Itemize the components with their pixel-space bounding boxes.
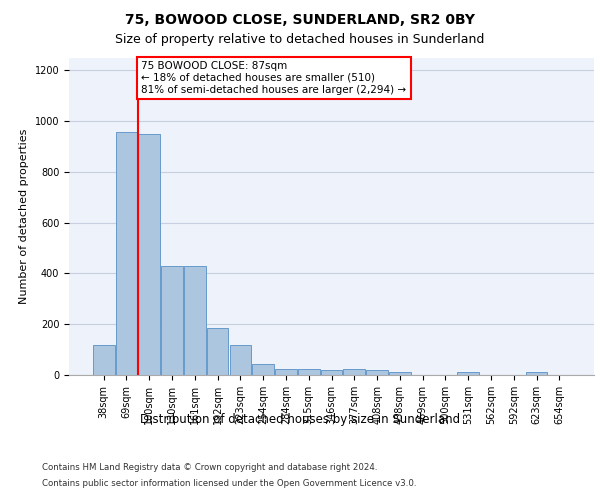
Bar <box>343 370 365 375</box>
Bar <box>207 328 229 375</box>
Bar <box>93 344 115 375</box>
Bar <box>320 370 343 375</box>
Bar <box>389 372 410 375</box>
Text: Contains HM Land Registry data © Crown copyright and database right 2024.: Contains HM Land Registry data © Crown c… <box>42 462 377 471</box>
Bar <box>275 370 297 375</box>
Text: 75, BOWOOD CLOSE, SUNDERLAND, SR2 0BY: 75, BOWOOD CLOSE, SUNDERLAND, SR2 0BY <box>125 12 475 26</box>
Text: Distribution of detached houses by size in Sunderland: Distribution of detached houses by size … <box>140 412 460 426</box>
Bar <box>184 266 206 375</box>
Bar <box>230 344 251 375</box>
Text: 75 BOWOOD CLOSE: 87sqm
← 18% of detached houses are smaller (510)
81% of semi-de: 75 BOWOOD CLOSE: 87sqm ← 18% of detached… <box>141 62 406 94</box>
Text: Size of property relative to detached houses in Sunderland: Size of property relative to detached ho… <box>115 32 485 46</box>
Bar <box>298 370 320 375</box>
Bar <box>366 370 388 375</box>
Bar <box>253 364 274 375</box>
Bar <box>457 372 479 375</box>
Y-axis label: Number of detached properties: Number of detached properties <box>19 128 29 304</box>
Bar <box>161 266 183 375</box>
Text: Contains public sector information licensed under the Open Government Licence v3: Contains public sector information licen… <box>42 479 416 488</box>
Bar <box>139 134 160 375</box>
Bar <box>526 372 547 375</box>
Bar <box>116 132 137 375</box>
